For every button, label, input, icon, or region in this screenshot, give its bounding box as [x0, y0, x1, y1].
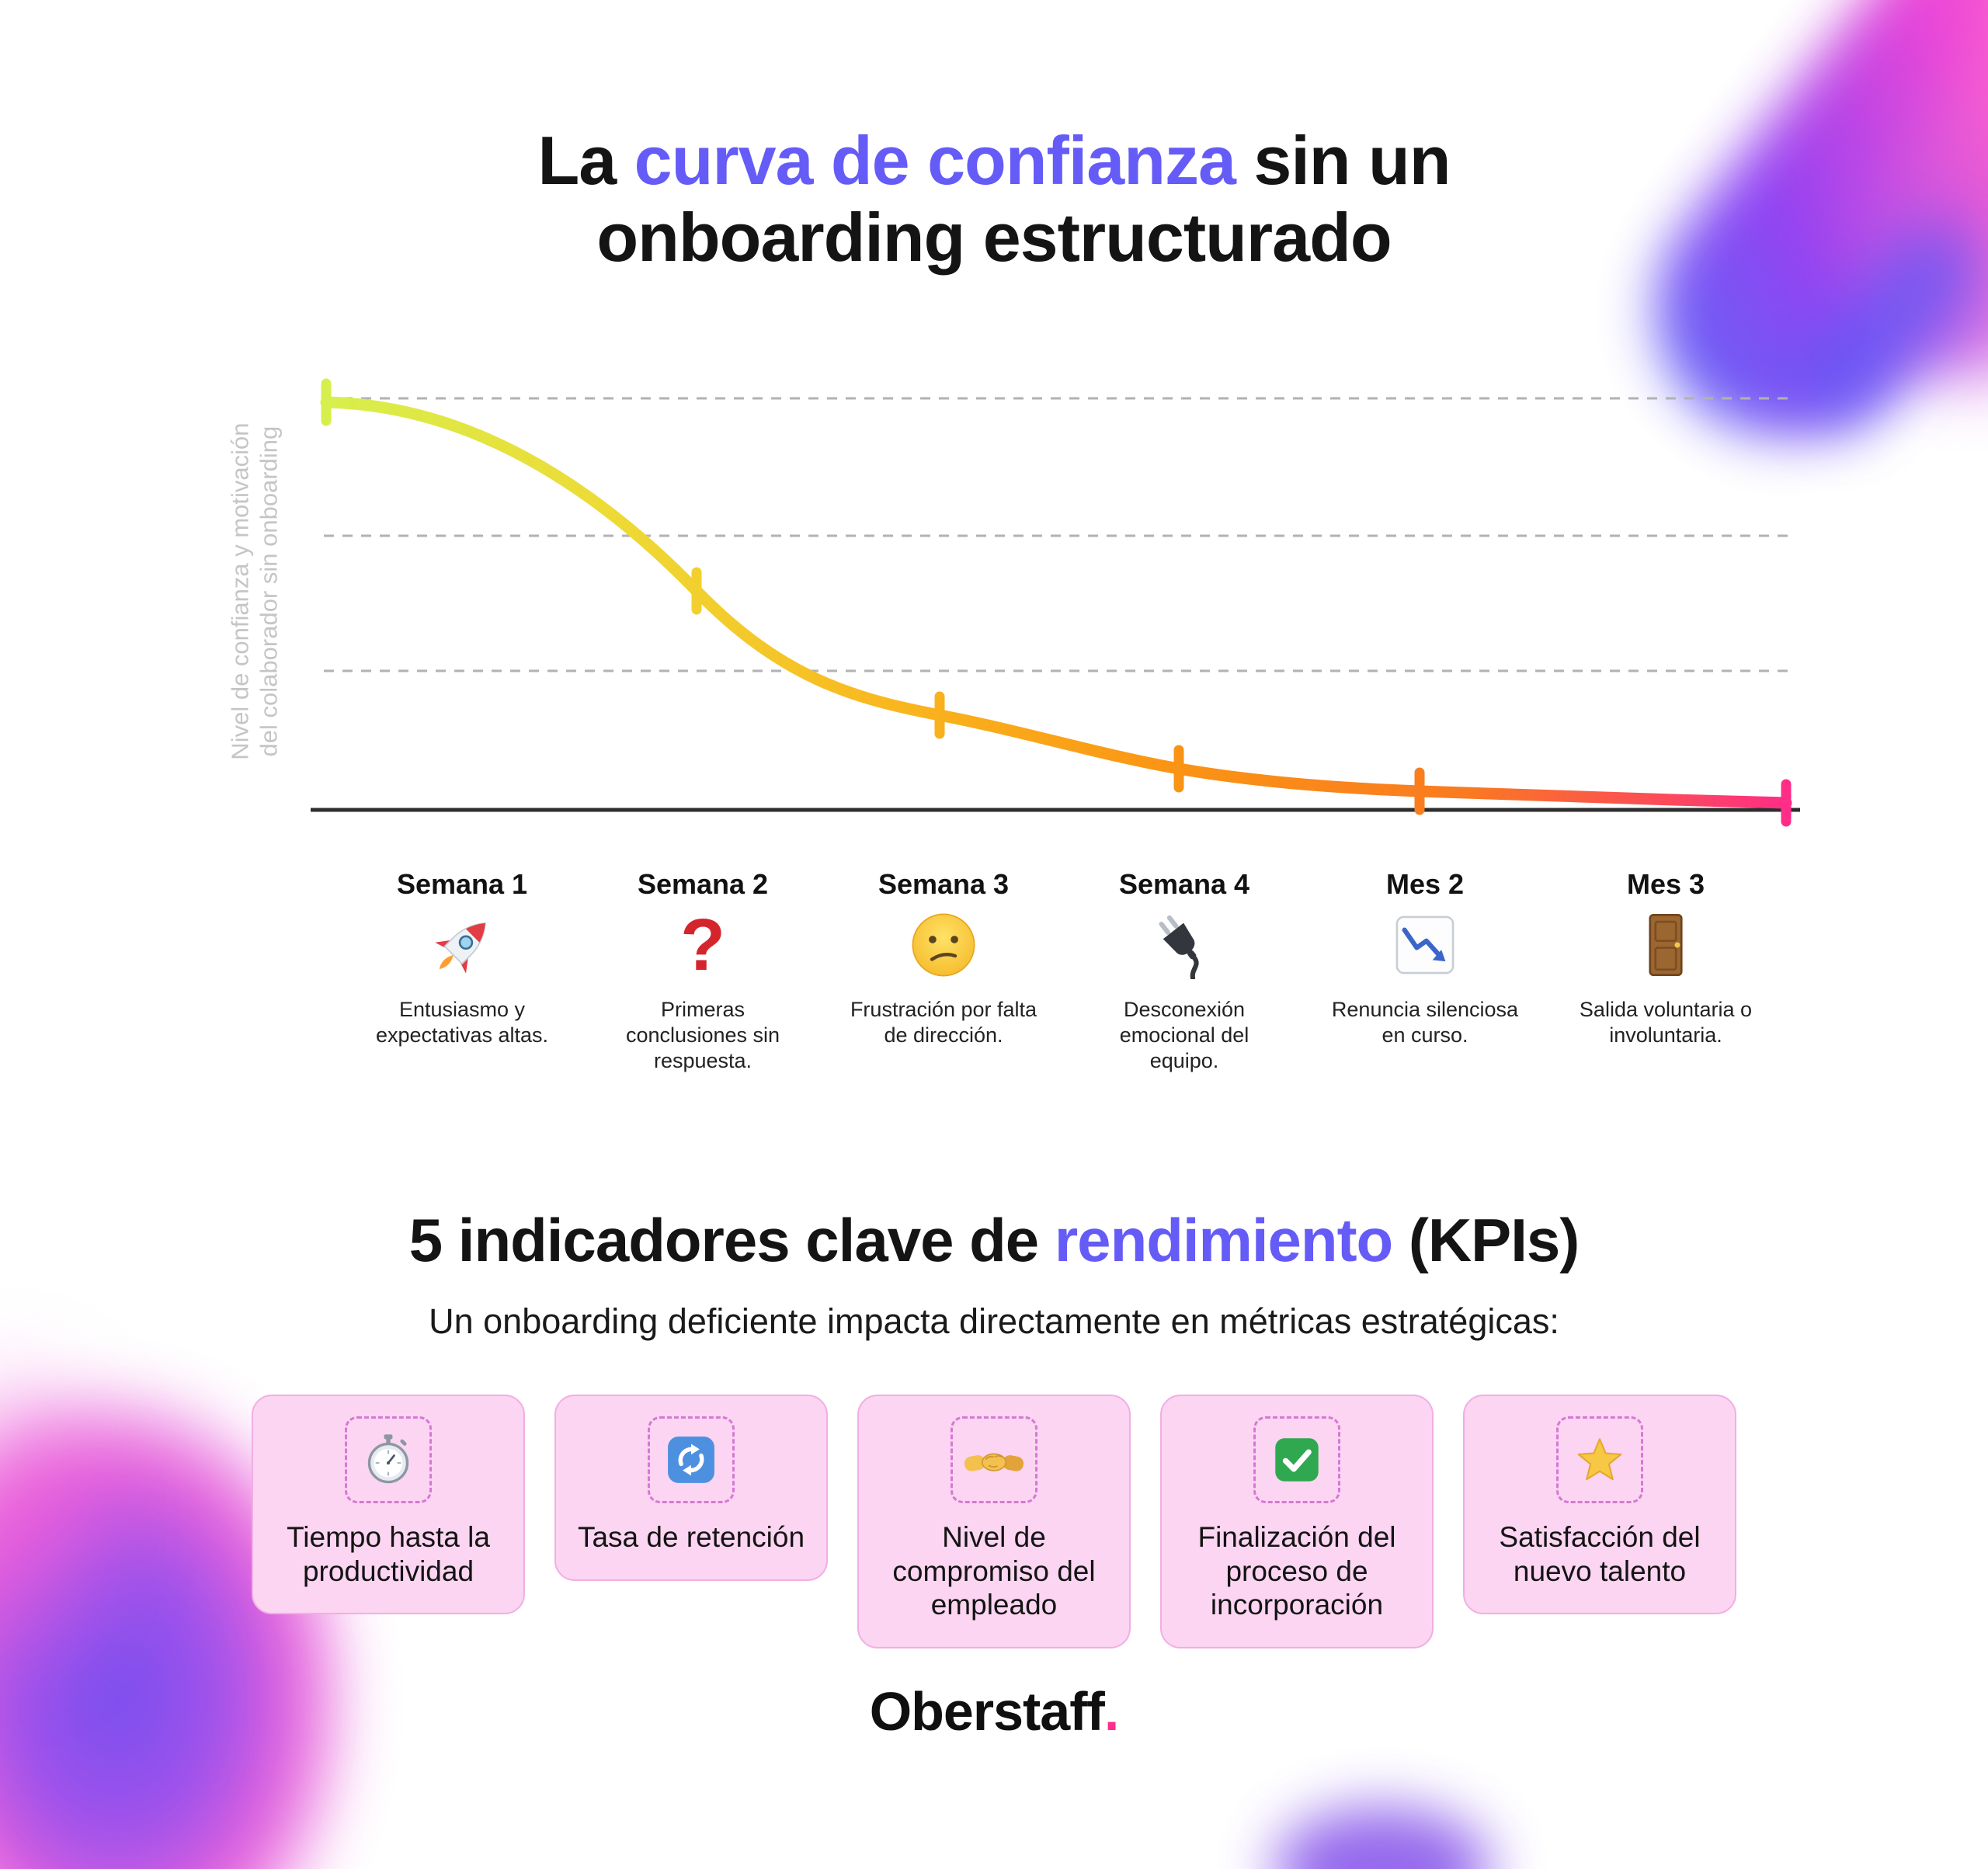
kpi-cards-row: Tiempo hasta la productividad Tasa de re… [0, 1395, 1988, 1648]
timeline-label: Semana 3 [878, 868, 1010, 900]
kpi-title-suffix: (KPIs) [1392, 1206, 1580, 1274]
checkmark-icon [1253, 1416, 1340, 1503]
kpi-title-highlight: rendimiento [1054, 1206, 1393, 1274]
stopwatch-icon [345, 1416, 432, 1503]
brand-logo: Oberstaff. [0, 1680, 1988, 1742]
kpi-subtitle: Un onboarding deficiente impacta directa… [429, 1301, 1559, 1341]
kpi-card-time-to-productivity: Tiempo hasta la productividad [252, 1395, 525, 1615]
timeline-label: Semana 4 [1118, 868, 1250, 900]
timeline-item-mes-2: Mes 2 Renuncia silenciosa en curso. [1305, 868, 1545, 1074]
y-axis-line1: Nivel de confianza y motivación [226, 422, 254, 761]
brand-name: Oberstaff [869, 1681, 1105, 1742]
plug-icon [1064, 902, 1305, 988]
kpi-label: Tasa de retención [577, 1521, 805, 1553]
page-title: La curva de confianza sin un onboarding … [0, 122, 1988, 276]
timeline-description: Desconexión emocional del equipo. [1119, 998, 1249, 1072]
timeline-description: Renuncia silenciosa en curso. [1331, 998, 1519, 1047]
kpi-label: Nivel de compromiso del empleado [892, 1521, 1096, 1621]
dashed-gridlines [324, 397, 1792, 672]
timeline-label: Semana 2 [637, 868, 769, 900]
confidence-curve-chart [311, 378, 1800, 827]
title-suffix: sin un [1235, 122, 1451, 199]
kpi-card-employee-engagement: Nivel de compromiso del empleado [857, 1395, 1131, 1648]
star-icon [1556, 1416, 1643, 1503]
timeline-label: Mes 2 [1385, 868, 1465, 900]
handshake-icon [951, 1416, 1037, 1503]
kpi-label: Tiempo hasta la productividad [287, 1521, 490, 1587]
timeline-item-semana-3: Semana 3 Frustración por falta de direcc… [823, 868, 1064, 1074]
kpi-card-onboarding-completion: Finalización del proceso de incorporació… [1160, 1395, 1434, 1648]
kpi-label: Finalización del proceso de incorporació… [1197, 1521, 1396, 1621]
declining-chart-icon [1305, 902, 1545, 988]
timeline-description: Primeras conclusiones sin respuesta. [625, 998, 780, 1072]
timeline-description: Entusiasmo y expectativas altas. [375, 998, 549, 1047]
title-line2: onboarding estructurado [596, 198, 1392, 276]
confidence-curve [320, 396, 1792, 809]
timeline-label: Semana 1 [396, 868, 528, 900]
title-highlight: curva de confianza [634, 122, 1236, 199]
bottom-gradient-wisp [1274, 1807, 1491, 1869]
timeline-description: Salida voluntaria o involuntaria. [1579, 998, 1753, 1047]
confused-face-icon [823, 902, 1064, 988]
y-axis-label: Nivel de confianza y motivación del cola… [224, 359, 286, 825]
question-mark-icon: ? [679, 903, 726, 986]
timeline-item-semana-1: Semana 1 Entusiasmo y expectativas altas… [342, 868, 582, 1074]
kpi-label: Satisfacción del nuevo talento [1499, 1521, 1701, 1587]
timeline-description: Frustración por falta de dirección. [850, 998, 1037, 1047]
timeline-label: Mes 3 [1626, 868, 1705, 900]
timeline-item-mes-3: Mes 3 Salida voluntaria o involuntaria. [1545, 868, 1786, 1074]
title-prefix: La [537, 122, 634, 199]
brand-period: . [1103, 1681, 1119, 1742]
kpi-section-title: 5 indicadores clave de rendimiento (KPIs… [0, 1205, 1988, 1276]
timeline-item-semana-4: Semana 4 Desconexión emocional del equip… [1064, 868, 1305, 1074]
timeline-item-semana-2: Semana 2 ? Primeras conclusiones sin res… [582, 868, 823, 1074]
timeline: Semana 1 Entusiasmo y expectativas altas… [342, 868, 1786, 1074]
retention-arrows-icon [648, 1416, 735, 1503]
rocket-icon [342, 902, 582, 988]
kpi-card-new-talent-satisfaction: Satisfacción del nuevo talento [1463, 1395, 1736, 1615]
kpi-card-retention-rate: Tasa de retención [554, 1395, 828, 1581]
door-icon [1545, 902, 1786, 988]
curve-tick-marks [321, 378, 1792, 827]
kpi-title-prefix: 5 indicadores clave de [408, 1206, 1055, 1274]
